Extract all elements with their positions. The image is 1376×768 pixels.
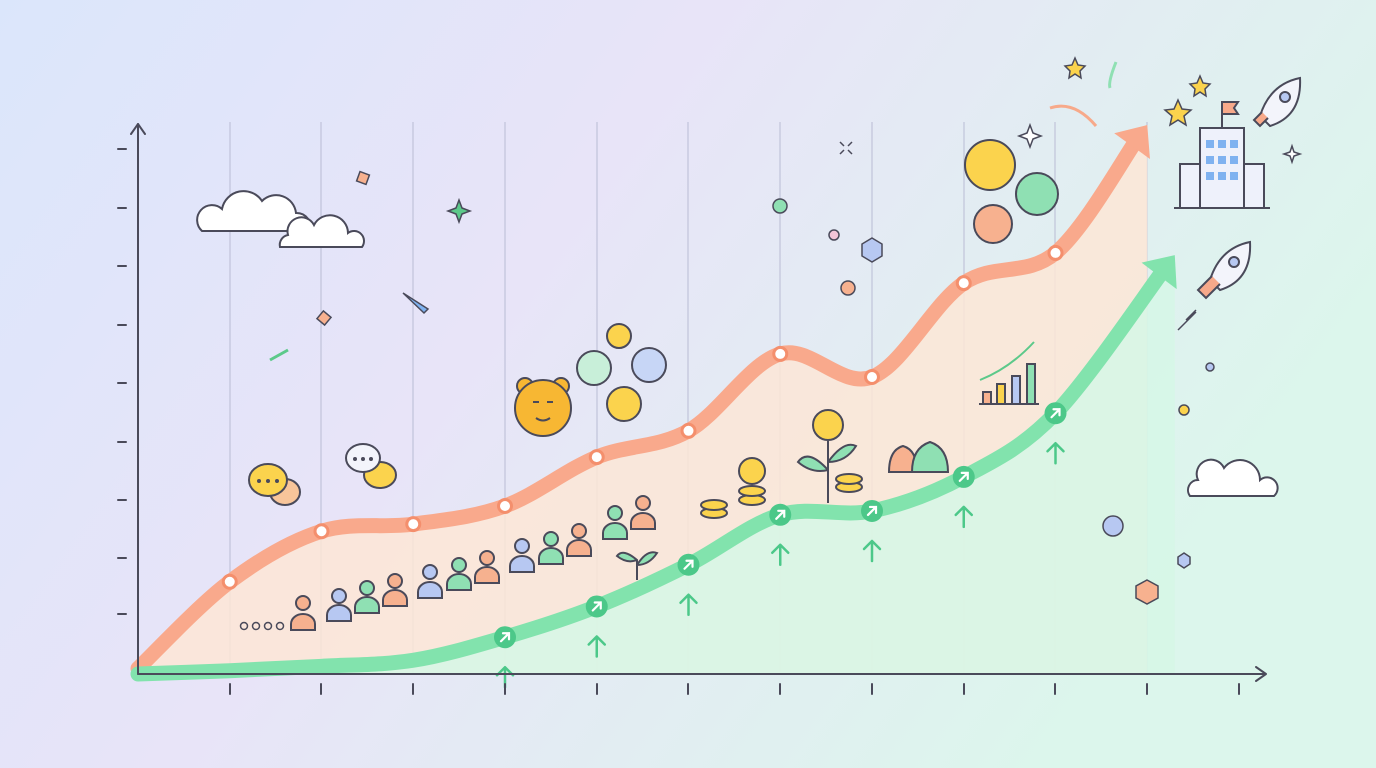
arrow-head [1114, 125, 1150, 159]
line [130, 260, 1173, 682]
coins [615, 409, 950, 580]
people [290, 495, 656, 631]
decorations [196, 56, 1303, 631]
up-arrow [1046, 441, 1065, 465]
marker [588, 449, 605, 466]
marker [497, 498, 513, 515]
marker-arrow [591, 601, 602, 612]
up-arrow [771, 543, 790, 567]
dots [257, 457, 373, 483]
marker [313, 523, 330, 540]
bear-face [514, 377, 572, 437]
marker-arrow [683, 559, 694, 570]
marker-arrow [499, 632, 511, 643]
chat-bubbles [248, 443, 397, 506]
marker [221, 573, 238, 590]
cloud [196, 190, 312, 232]
area [138, 255, 1175, 674]
marker-arrow [1050, 408, 1061, 419]
bar-icon [979, 341, 1039, 405]
marker-arrow [958, 471, 969, 483]
marker [772, 345, 789, 362]
axes [117, 123, 1267, 695]
marker [405, 516, 422, 533]
marker-arrow [775, 509, 786, 520]
marker [680, 422, 697, 439]
arrow-head [1141, 255, 1177, 290]
plot-area [130, 125, 1177, 689]
cloud [1187, 458, 1279, 497]
avatars [576, 139, 1059, 422]
marker [864, 368, 880, 385]
marker-arrow [866, 505, 878, 517]
confetti [269, 56, 1303, 605]
cloud [278, 214, 365, 248]
up-arrow [679, 593, 698, 616]
line [130, 130, 1146, 677]
ellipsis [239, 621, 285, 631]
marker [1047, 244, 1064, 261]
rockets [1177, 76, 1302, 331]
up-arrow [587, 635, 606, 658]
up-arrow [954, 505, 973, 529]
marker [955, 275, 972, 292]
up-arrow [862, 539, 882, 563]
building [1174, 101, 1270, 209]
